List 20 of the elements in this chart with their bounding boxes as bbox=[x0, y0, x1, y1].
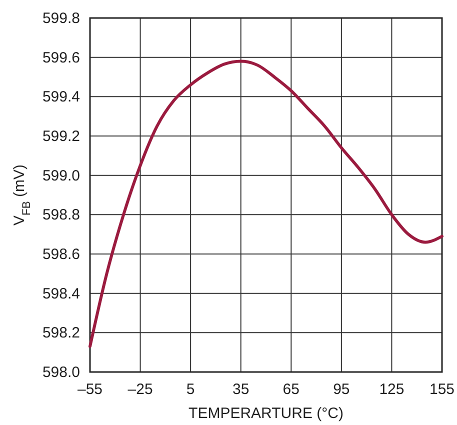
line-series bbox=[88, 60, 444, 348]
x-tick-label: 5 bbox=[186, 381, 195, 398]
x-axis-title: TEMPERARTURE (°C) bbox=[188, 405, 344, 422]
x-tick-label: –55 bbox=[77, 381, 103, 398]
y-tick-label: 598.2 bbox=[42, 324, 80, 342]
x-tick-label: 155 bbox=[429, 381, 455, 398]
y-tick-label: 599.6 bbox=[42, 49, 80, 66]
y-tick-label: 598.0 bbox=[42, 364, 80, 381]
y-tick-label: 599.0 bbox=[42, 167, 80, 184]
y-tick-label: 598.6 bbox=[42, 246, 80, 263]
y-tick-label: 599.8 bbox=[42, 10, 80, 27]
x-tick-label: –25 bbox=[128, 381, 153, 398]
x-tick-label: 65 bbox=[282, 381, 300, 398]
x-tick-label: 35 bbox=[232, 381, 250, 398]
x-tick-label: 125 bbox=[379, 381, 404, 398]
y-tick-label: 598.8 bbox=[42, 206, 80, 224]
y-tick-label: 598.4 bbox=[42, 285, 80, 302]
x-tick-label: 95 bbox=[333, 381, 350, 398]
y-tick-label: 599.4 bbox=[42, 88, 80, 106]
y-tick-label: 599.2 bbox=[42, 128, 80, 145]
